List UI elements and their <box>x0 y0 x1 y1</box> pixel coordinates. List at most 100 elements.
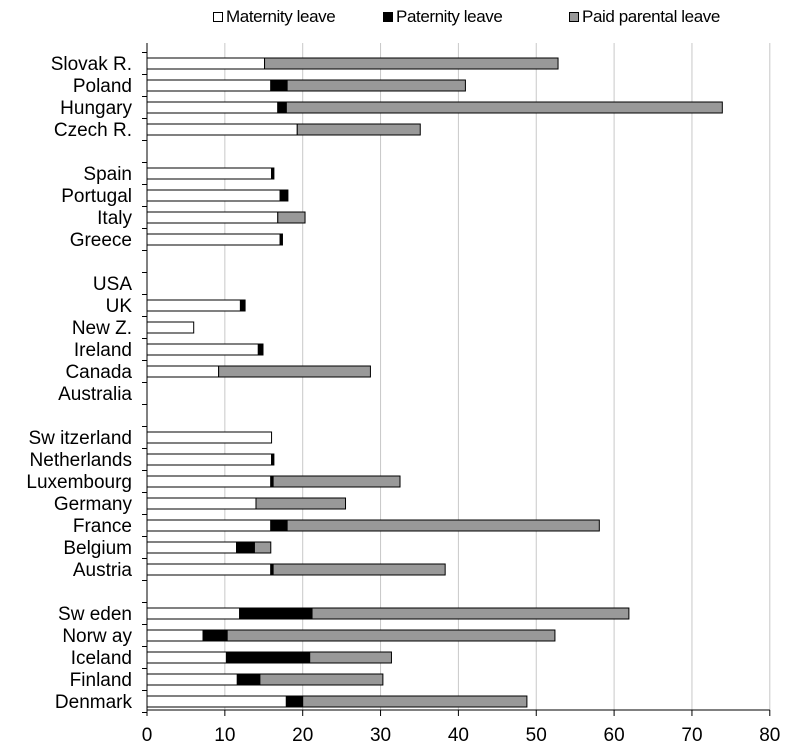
bar-iceland-paid-parental-leave <box>309 651 392 664</box>
legend-label-parental: Paid parental leave <box>582 7 720 26</box>
bar-finland-paid-parental-leave <box>259 673 384 686</box>
bar-spain-paternity-leave <box>271 167 275 180</box>
category-label: Norw ay <box>62 626 132 647</box>
category-label: Australia <box>58 384 132 405</box>
bar-sw-itzerland-maternity-leave <box>146 431 273 444</box>
category-label: Luxembourg <box>26 472 132 493</box>
legend-item-parental: Paid parental leave <box>569 7 720 27</box>
x-tick-label: 20 <box>292 725 313 746</box>
bar-sw-eden-paternity-leave <box>239 607 313 620</box>
paternity-swatch <box>383 12 393 22</box>
bar-greece-paternity-leave <box>279 233 283 246</box>
bar-luxembourg-maternity-leave <box>146 475 272 488</box>
bar-iceland-paternity-leave <box>225 651 311 664</box>
category-label: Ireland <box>74 340 132 361</box>
x-tick-label: 80 <box>759 725 780 746</box>
category-label: Finland <box>70 670 132 691</box>
x-tick-label: 70 <box>681 725 702 746</box>
bar-poland-maternity-leave <box>146 79 272 92</box>
category-label: Netherlands <box>30 450 132 471</box>
x-tick-label: 0 <box>142 725 153 746</box>
bar-czech-r--paid-parental-leave <box>296 123 421 136</box>
category-label: Iceland <box>71 648 132 669</box>
category-label: Canada <box>65 362 132 383</box>
bar-sw-eden-paid-parental-leave <box>311 607 630 620</box>
legend-label-paternity: Paternity leave <box>396 7 503 26</box>
bar-france-maternity-leave <box>146 519 272 532</box>
bar-luxembourg-paid-parental-leave <box>272 475 401 488</box>
category-label: Greece <box>70 230 132 251</box>
bar-hungary-paid-parental-leave <box>285 101 723 114</box>
bar-portugal-maternity-leave <box>146 189 281 202</box>
bar-germany-maternity-leave <box>146 497 257 510</box>
bar-italy-maternity-leave <box>146 211 279 224</box>
bar-finland-paternity-leave <box>236 673 261 686</box>
bar-greece-maternity-leave <box>146 233 281 246</box>
category-label: UK <box>106 296 133 317</box>
bar-ireland-paternity-leave <box>257 343 264 356</box>
bar-finland-maternity-leave <box>146 673 238 686</box>
category-label: Italy <box>97 208 132 229</box>
bar-italy-paid-parental-leave <box>277 211 306 224</box>
bar-slovak-r--maternity-leave <box>146 57 266 70</box>
x-tick-label: 50 <box>526 725 547 746</box>
x-tick-label: 40 <box>448 725 469 746</box>
bar-belgium-maternity-leave <box>146 541 238 554</box>
category-label: USA <box>93 274 132 295</box>
x-tick-label: 10 <box>214 725 235 746</box>
category-label: Austria <box>73 560 133 581</box>
legend-label-maternity: Maternity leave <box>226 7 336 26</box>
bar-austria-paid-parental-leave <box>272 563 446 576</box>
bar-norw-ay-paternity-leave <box>202 629 228 642</box>
bar-hungary-maternity-leave <box>146 101 279 114</box>
bar-new-z--maternity-leave <box>146 321 195 334</box>
category-label: Belgium <box>63 538 132 559</box>
bar-slovak-r--paid-parental-leave <box>264 57 559 70</box>
category-label: Portugal <box>61 186 132 207</box>
legend-item-paternity: Paternity leave <box>383 7 503 27</box>
category-label: Sw itzerland <box>29 428 133 449</box>
category-label: France <box>73 516 132 537</box>
category-label: Denmark <box>55 692 133 713</box>
x-tick-label: 30 <box>370 725 391 746</box>
maternity-swatch <box>213 12 223 22</box>
bar-poland-paternity-leave <box>270 79 288 92</box>
bar-france-paternity-leave <box>270 519 288 532</box>
bar-netherlands-paternity-leave <box>271 453 275 466</box>
bar-denmark-paid-parental-leave <box>302 695 528 708</box>
bar-uk-paternity-leave <box>239 299 246 312</box>
bar-portugal-paternity-leave <box>279 189 289 202</box>
bar-france-paid-parental-leave <box>286 519 600 532</box>
bar-belgium-paid-parental-leave <box>253 541 272 554</box>
bar-hungary-paternity-leave <box>277 101 287 114</box>
bar-canada-paid-parental-leave <box>218 365 371 378</box>
parental-swatch <box>569 12 579 22</box>
bar-sw-eden-maternity-leave <box>146 607 241 620</box>
x-tick-label: 60 <box>604 725 625 746</box>
bar-denmark-paternity-leave <box>285 695 304 708</box>
bar-czech-r--maternity-leave <box>146 123 298 136</box>
category-label: Czech R. <box>54 120 132 141</box>
bar-belgium-paternity-leave <box>236 541 255 554</box>
category-label: Poland <box>73 76 132 97</box>
bar-denmark-maternity-leave <box>146 695 287 708</box>
bar-poland-paid-parental-leave <box>286 79 466 92</box>
bar-ireland-maternity-leave <box>146 343 259 356</box>
bar-canada-maternity-leave <box>146 365 220 378</box>
category-label: Hungary <box>60 98 132 119</box>
bar-austria-maternity-leave <box>146 563 272 576</box>
category-label: Spain <box>83 164 132 185</box>
category-label: Slovak R. <box>51 54 132 75</box>
bar-netherlands-maternity-leave <box>146 453 273 466</box>
category-label: Germany <box>54 494 133 515</box>
legend: Maternity leave Paternity leave Paid par… <box>0 7 794 29</box>
bar-iceland-maternity-leave <box>146 651 227 664</box>
bar-spain-maternity-leave <box>146 167 273 180</box>
bar-uk-maternity-leave <box>146 299 241 312</box>
bar-germany-paid-parental-leave <box>255 497 347 510</box>
category-label: New Z. <box>72 318 132 339</box>
legend-item-maternity: Maternity leave <box>213 7 336 27</box>
bar-norw-ay-paid-parental-leave <box>226 629 556 642</box>
category-label: Sw eden <box>58 604 132 625</box>
